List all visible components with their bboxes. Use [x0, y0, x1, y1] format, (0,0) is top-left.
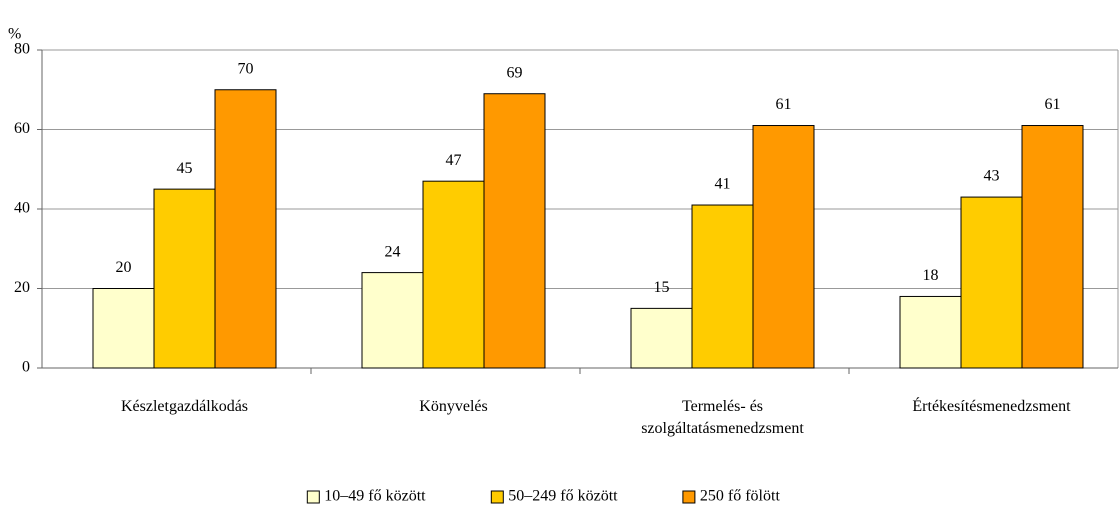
bar [422, 180, 485, 369]
y-tick-label: 0 [22, 359, 30, 376]
bar [899, 295, 962, 369]
y-tick-label: 80 [14, 41, 30, 58]
bar [214, 89, 277, 369]
data-label: 18 [923, 267, 939, 284]
legend-swatch [682, 490, 696, 504]
legend-label: 10–49 fő között [324, 488, 426, 505]
bar [630, 307, 693, 369]
x-tick-label: Könyvelés [419, 398, 488, 415]
bar [153, 188, 216, 369]
x-tick-label: Termelés- és szolgáltatásmenedzsment [641, 398, 804, 437]
bar [960, 196, 1023, 369]
bar [752, 125, 815, 369]
data-label: 15 [654, 279, 670, 296]
x-tick-label: Értékesítésmenedzsment [912, 398, 1071, 415]
data-label: 24 [385, 243, 401, 260]
data-label: 69 [507, 64, 523, 81]
data-label: 61 [1045, 96, 1061, 113]
data-label: 70 [238, 60, 254, 77]
legend-label: 250 fő fölött [700, 488, 781, 505]
y-tick-label: 20 [14, 279, 30, 296]
bar [483, 93, 546, 369]
y-tick-label: 60 [14, 120, 30, 137]
bar [691, 204, 754, 369]
legend-swatch [306, 490, 320, 504]
legend-swatch [490, 490, 504, 504]
legend-label: 50–249 fő között [508, 488, 618, 505]
bar [361, 272, 424, 369]
data-label: 43 [984, 168, 1000, 185]
y-axis-label: % [8, 26, 21, 43]
bar [92, 288, 155, 369]
bar [1021, 125, 1084, 369]
data-label: 41 [715, 176, 731, 193]
data-label: 20 [116, 259, 132, 276]
x-tick-label: Készletgazdálkodás [120, 398, 249, 415]
data-label: 47 [446, 152, 462, 169]
data-label: 61 [776, 96, 792, 113]
y-tick-label: 40 [14, 200, 30, 217]
data-label: 45 [177, 160, 193, 177]
